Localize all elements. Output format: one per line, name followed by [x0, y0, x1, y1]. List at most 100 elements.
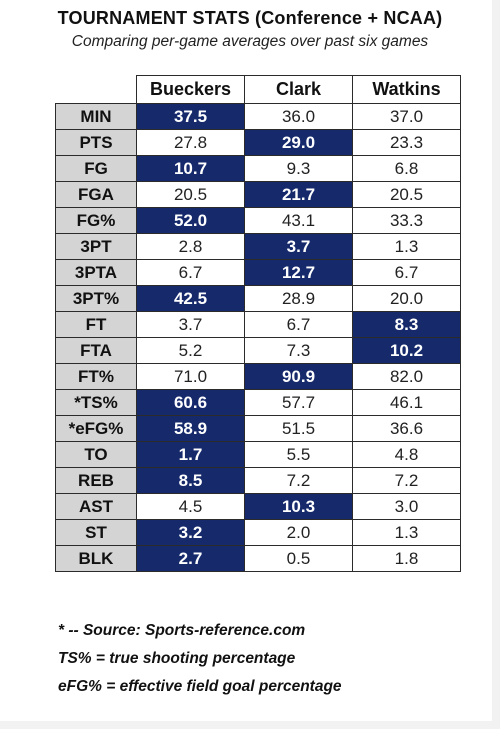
row-label: ST	[55, 519, 137, 546]
table-row: FT 3.7 6.7 8.3	[55, 311, 461, 338]
column-header-bueckers: Bueckers	[136, 75, 245, 104]
stat-cell-highlighted: 2.7	[136, 545, 245, 572]
table-row: 3PTA 6.7 12.7 6.7	[55, 259, 461, 286]
stat-cell-highlighted: 52.0	[136, 207, 245, 234]
stat-cell-highlighted: 58.9	[136, 415, 245, 442]
stat-cell-highlighted: 10.3	[244, 493, 353, 520]
row-label: PTS	[55, 129, 137, 156]
stat-cell: 37.0	[352, 103, 461, 130]
row-label: *TS%	[55, 389, 137, 416]
stat-cell: 6.7	[136, 259, 245, 286]
column-header-watkins: Watkins	[352, 75, 461, 104]
right-gutter	[492, 0, 500, 729]
footnote-ts: TS% = true shooting percentage	[58, 650, 296, 667]
stat-cell: 57.7	[244, 389, 353, 416]
stat-cell: 23.3	[352, 129, 461, 156]
stat-cell: 27.8	[136, 129, 245, 156]
page-subtitle: Comparing per-game averages over past si…	[71, 33, 429, 50]
stat-cell-highlighted: 60.6	[136, 389, 245, 416]
stat-cell: 6.7	[244, 311, 353, 338]
stat-cell: 7.3	[244, 337, 353, 364]
stat-cell: 5.2	[136, 337, 245, 364]
stat-cell: 1.3	[352, 233, 461, 260]
stat-cell-highlighted: 12.7	[244, 259, 353, 286]
table-row: 3PT% 42.5 28.9 20.0	[55, 285, 461, 312]
row-label: *eFG%	[55, 415, 137, 442]
stat-cell: 7.2	[352, 467, 461, 494]
stat-cell: 3.7	[136, 311, 245, 338]
row-label: AST	[55, 493, 137, 520]
stat-cell: 9.3	[244, 155, 353, 182]
stats-body: MIN 37.5 36.0 37.0 PTS 27.8 29.0 23.3 FG 10.7 9.3 6…	[55, 103, 461, 572]
stat-cell: 82.0	[352, 363, 461, 390]
row-label: REB	[55, 467, 137, 494]
row-label: BLK	[55, 545, 137, 572]
stat-cell-highlighted: 42.5	[136, 285, 245, 312]
stat-cell: 71.0	[136, 363, 245, 390]
table-row: AST 4.5 10.3 3.0	[55, 493, 461, 520]
table-row: ST 3.2 2.0 1.3	[55, 519, 461, 546]
footnote-source: * -- Source: Sports-reference.com	[58, 622, 306, 639]
table-row: *TS% 60.6 57.7 46.1	[55, 389, 461, 416]
stat-cell: 7.2	[244, 467, 353, 494]
stat-cell: 4.8	[352, 441, 461, 468]
corner-cell	[55, 75, 137, 104]
stat-cell: 2.8	[136, 233, 245, 260]
row-label: FGA	[55, 181, 137, 208]
stat-cell-highlighted: 8.5	[136, 467, 245, 494]
row-label: 3PT	[55, 233, 137, 260]
table-row: REB 8.5 7.2 7.2	[55, 467, 461, 494]
row-label: FT%	[55, 363, 137, 390]
stat-cell: 20.5	[352, 181, 461, 208]
stat-cell: 6.7	[352, 259, 461, 286]
stat-cell-highlighted: 8.3	[352, 311, 461, 338]
column-header-clark: Clark	[244, 75, 353, 104]
table-row: *eFG% 58.9 51.5 36.6	[55, 415, 461, 442]
header-row: Bueckers Clark Watkins	[55, 75, 461, 104]
stat-cell-highlighted: 29.0	[244, 129, 353, 156]
stat-cell: 1.8	[352, 545, 461, 572]
stat-cell-highlighted: 3.7	[244, 233, 353, 260]
stat-cell: 36.6	[352, 415, 461, 442]
stat-cell: 20.0	[352, 285, 461, 312]
stat-cell: 43.1	[244, 207, 353, 234]
stat-cell: 2.0	[244, 519, 353, 546]
table-row: FT% 71.0 90.9 82.0	[55, 363, 461, 390]
stat-cell: 0.5	[244, 545, 353, 572]
stat-cell: 5.5	[244, 441, 353, 468]
bottom-gutter	[0, 721, 500, 729]
footnote-efg: eFG% = effective field goal percentage	[58, 678, 342, 695]
row-label: 3PTA	[55, 259, 137, 286]
stat-cell: 6.8	[352, 155, 461, 182]
row-label: MIN	[55, 103, 137, 130]
row-label: FTA	[55, 337, 137, 364]
stat-cell-highlighted: 37.5	[136, 103, 245, 130]
row-label: TO	[55, 441, 137, 468]
stat-cell: 4.5	[136, 493, 245, 520]
row-label: FG	[55, 155, 137, 182]
stat-cell: 36.0	[244, 103, 353, 130]
table-row: 3PT 2.8 3.7 1.3	[55, 233, 461, 260]
stat-cell: 51.5	[244, 415, 353, 442]
stat-cell-highlighted: 3.2	[136, 519, 245, 546]
table-row: FG 10.7 9.3 6.8	[55, 155, 461, 182]
table-row: FG% 52.0 43.1 33.3	[55, 207, 461, 234]
table-row: FTA 5.2 7.3 10.2	[55, 337, 461, 364]
stat-cell: 20.5	[136, 181, 245, 208]
stat-cell: 33.3	[352, 207, 461, 234]
stat-cell-highlighted: 21.7	[244, 181, 353, 208]
stat-cell-highlighted: 10.7	[136, 155, 245, 182]
table-row: TO 1.7 5.5 4.8	[55, 441, 461, 468]
page-title: TOURNAMENT STATS (Conference + NCAA)	[57, 8, 443, 28]
row-label: 3PT%	[55, 285, 137, 312]
stat-cell: 46.1	[352, 389, 461, 416]
stats-table: Bueckers Clark Watkins MIN 37.5 36.0 37.0 PT…	[55, 75, 461, 572]
stat-cell-highlighted: 1.7	[136, 441, 245, 468]
row-label: FG%	[55, 207, 137, 234]
stat-cell-highlighted: 10.2	[352, 337, 461, 364]
table-row: MIN 37.5 36.0 37.0	[55, 103, 461, 130]
row-label: FT	[55, 311, 137, 338]
stat-cell: 28.9	[244, 285, 353, 312]
stat-cell-highlighted: 90.9	[244, 363, 353, 390]
